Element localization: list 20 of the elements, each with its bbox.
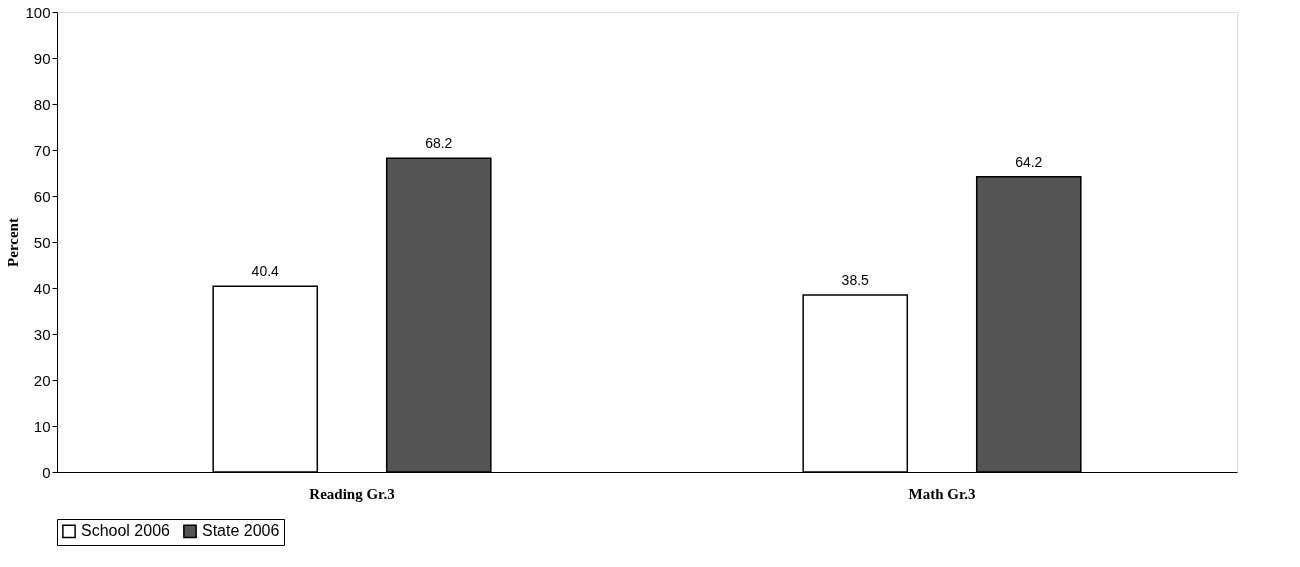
y-tick-label: 40 xyxy=(33,279,51,297)
data-label: 38.5 xyxy=(841,271,870,288)
x-tick-label: Reading Gr.3 xyxy=(309,485,395,502)
y-tick-label: 70 xyxy=(33,141,51,159)
y-axis-title: Percent xyxy=(5,218,22,267)
x-tick-label: Math Gr.3 xyxy=(908,485,976,502)
y-tick-label: 20 xyxy=(33,371,51,389)
y-tick-label: 80 xyxy=(33,95,51,113)
y-tick-label: 60 xyxy=(33,187,51,205)
y-tick-label: 0 xyxy=(42,463,51,481)
y-tick-label: 10 xyxy=(33,417,51,435)
y-tick-label: 50 xyxy=(33,233,51,251)
legend-label: School 2006 xyxy=(81,522,171,540)
y-tick-label: 30 xyxy=(33,325,51,343)
legend-label: State 2006 xyxy=(202,522,280,540)
data-label: 68.2 xyxy=(425,135,453,152)
y-tick-label: 100 xyxy=(25,3,51,21)
data-label: 64.2 xyxy=(1015,153,1043,170)
y-tick-label: 90 xyxy=(33,49,51,67)
data-label: 40.4 xyxy=(251,263,280,280)
